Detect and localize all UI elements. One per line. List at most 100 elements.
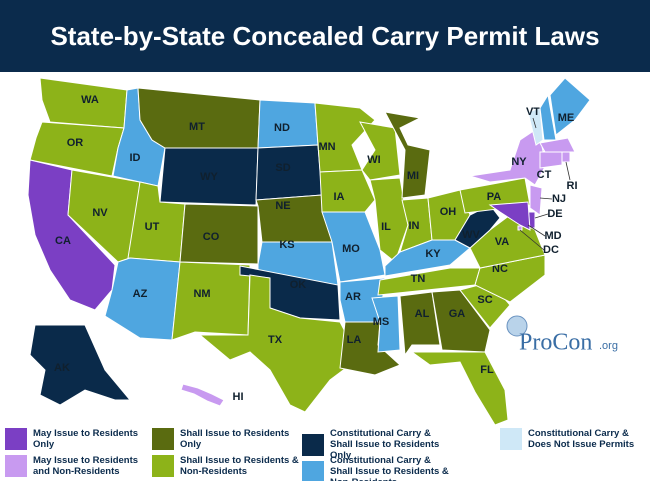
logo: ProCon .org bbox=[506, 315, 618, 356]
state-label: NV bbox=[92, 207, 108, 219]
state bbox=[180, 383, 225, 407]
state bbox=[561, 151, 571, 163]
legend-item: Shall Issue to Residents & Non-Residents bbox=[152, 455, 302, 477]
state bbox=[539, 151, 563, 169]
state-label: TX bbox=[268, 334, 283, 346]
state-label: OR bbox=[67, 137, 84, 149]
state-label: IL bbox=[381, 221, 391, 233]
state-label: LA bbox=[347, 334, 362, 346]
state bbox=[137, 87, 261, 149]
leader-line bbox=[527, 224, 546, 237]
state-label: AR bbox=[345, 291, 361, 303]
state-label: IN bbox=[409, 220, 420, 232]
leader-line bbox=[565, 161, 571, 181]
state-label: NM bbox=[193, 288, 210, 300]
state bbox=[171, 261, 251, 341]
legend-item: Constitutional Carry & Shall Issue to Re… bbox=[302, 428, 452, 461]
state-label: NC bbox=[492, 263, 508, 275]
state-label: SD bbox=[275, 162, 290, 174]
state bbox=[539, 137, 576, 153]
state-label: RI bbox=[567, 180, 578, 192]
state-label: UT bbox=[145, 221, 160, 233]
state-label: WI bbox=[367, 154, 380, 166]
states: WA OR CA NV ID MT WY UT AZ CO NM ND SD NE KS OK TX MN IA MO… bbox=[27, 77, 591, 426]
state-label: MS bbox=[373, 316, 390, 328]
leader-line bbox=[519, 229, 545, 251]
state-label: KS bbox=[279, 239, 294, 251]
state bbox=[314, 102, 376, 173]
logo-name: ProCon bbox=[519, 330, 592, 356]
legend-label: Constitutional Carry & Does Not Issue Pe… bbox=[528, 428, 635, 450]
state-label: AZ bbox=[133, 288, 148, 300]
state-label: MN bbox=[318, 141, 335, 153]
legend-item: Shall Issue to Residents Only bbox=[152, 428, 302, 450]
logo-suffix: .org bbox=[599, 340, 618, 352]
state-label: ME bbox=[558, 112, 575, 124]
state-label: CT bbox=[537, 169, 552, 181]
state-label: HI bbox=[233, 391, 244, 403]
state bbox=[255, 194, 333, 243]
state-label: VA bbox=[495, 236, 510, 248]
state-label: MO bbox=[342, 243, 360, 255]
state-label: TN bbox=[411, 273, 426, 285]
state bbox=[399, 291, 441, 357]
state-label: WV bbox=[462, 229, 480, 241]
state-label: AL bbox=[415, 308, 430, 320]
state bbox=[488, 201, 531, 231]
legend-label: May Issue to Residents and Non-Residents bbox=[33, 455, 139, 477]
map: WA OR CA NV ID MT WY UT AZ CO NM ND SD NE KS OK TX MN IA MO… bbox=[27, 77, 618, 426]
state-label: DC bbox=[543, 244, 559, 256]
legend-item: Constitutional Carry & Shall Issue to Re… bbox=[302, 455, 452, 481]
legend-label: Constitutional Carry & Shall Issue to Re… bbox=[330, 455, 449, 481]
state-label: MI bbox=[407, 170, 419, 182]
state-label: FL bbox=[480, 364, 494, 376]
legend-item: May Issue to Residents and Non-Residents bbox=[5, 455, 155, 477]
state-label: GA bbox=[449, 308, 466, 320]
state-label: ID bbox=[130, 152, 141, 164]
state-label: WA bbox=[81, 94, 99, 106]
state-label: CA bbox=[55, 235, 71, 247]
state-label: MD bbox=[544, 230, 561, 242]
state bbox=[431, 289, 491, 353]
legend-item: Constitutional Carry & Does Not Issue Pe… bbox=[500, 428, 650, 450]
state-label: ND bbox=[274, 122, 290, 134]
state-label: DE bbox=[547, 208, 562, 220]
state-label: IA bbox=[334, 191, 345, 203]
state bbox=[549, 77, 591, 136]
state-label: SC bbox=[477, 294, 492, 306]
state-label: WY bbox=[200, 171, 218, 183]
leader-line bbox=[539, 197, 553, 200]
legend-swatch bbox=[302, 460, 324, 481]
state-label: MT bbox=[189, 121, 205, 133]
legend-label: Constitutional Carry & Shall Issue to Re… bbox=[330, 428, 440, 461]
state bbox=[29, 324, 132, 406]
state bbox=[371, 295, 401, 353]
state-label: OK bbox=[290, 279, 307, 291]
legend-swatch bbox=[152, 455, 174, 477]
state bbox=[454, 204, 501, 249]
state-label: VT bbox=[526, 106, 540, 118]
state bbox=[384, 111, 431, 199]
leader-line bbox=[534, 213, 549, 219]
state-label: OH bbox=[440, 206, 457, 218]
state bbox=[529, 184, 543, 216]
state bbox=[198, 274, 353, 413]
legend-swatch bbox=[5, 428, 27, 450]
legend-swatch bbox=[5, 455, 27, 477]
state-label: KY bbox=[425, 248, 441, 260]
state-label: NY bbox=[511, 156, 527, 168]
state bbox=[359, 121, 401, 181]
state bbox=[159, 147, 259, 206]
legend-item: May Issue to Residents Only bbox=[5, 428, 155, 450]
legend-swatch bbox=[302, 433, 324, 456]
logo-globe bbox=[506, 315, 528, 337]
state bbox=[517, 225, 523, 231]
state-label: NJ bbox=[552, 193, 566, 205]
state-label: PA bbox=[487, 191, 502, 203]
state-label: AK bbox=[54, 362, 70, 374]
state-label: CO bbox=[203, 231, 220, 243]
leader-line bbox=[532, 117, 537, 129]
title: State-by-State Concealed Carry Permit La… bbox=[0, 0, 650, 72]
legend-label: Shall Issue to Residents Only bbox=[180, 428, 290, 450]
